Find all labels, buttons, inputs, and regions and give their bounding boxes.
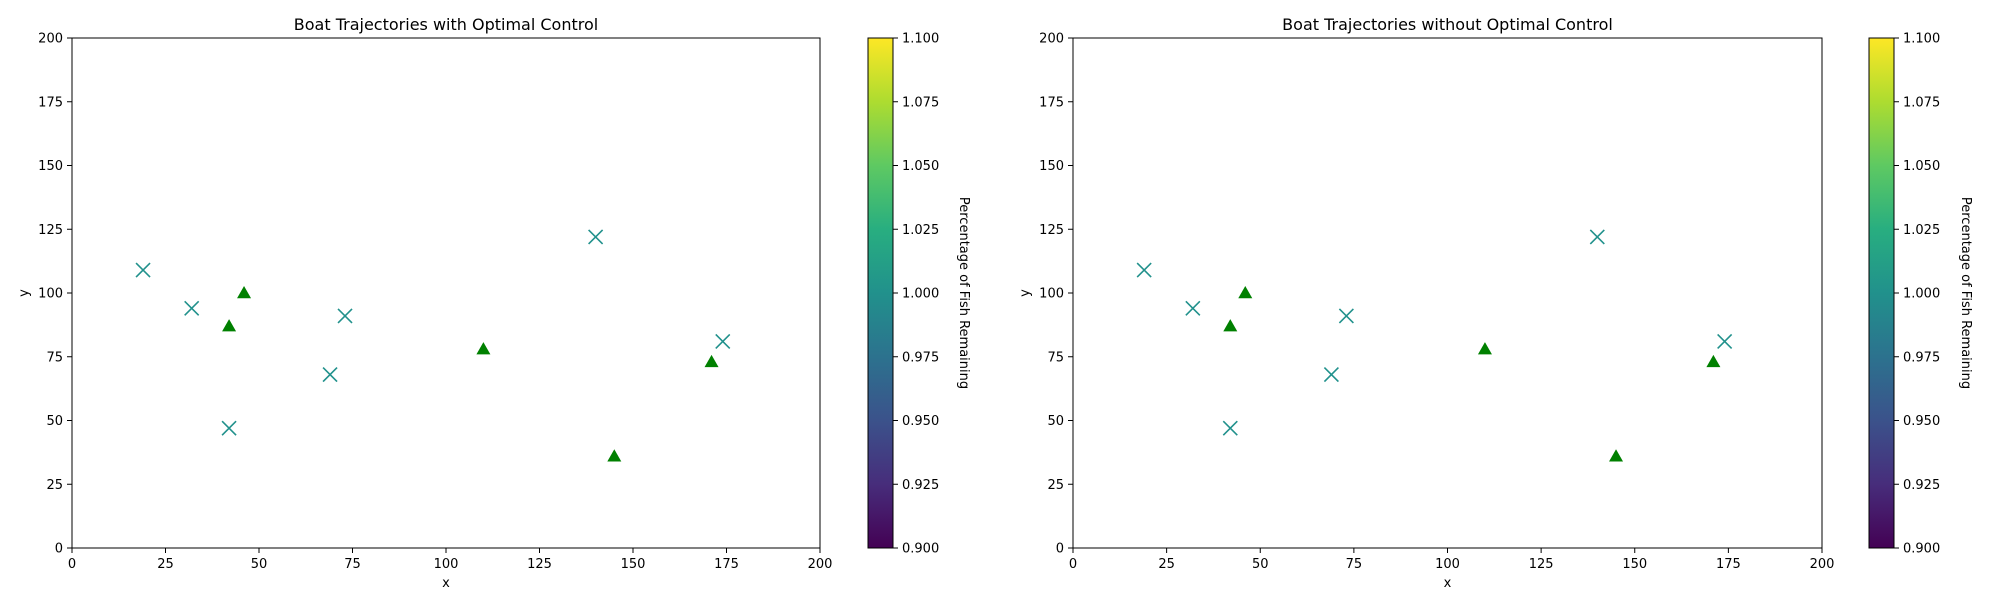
x-tick-label: 100 xyxy=(1435,557,1460,572)
data-point-triangle-marker xyxy=(607,449,622,462)
x-tick-label: 0 xyxy=(1069,557,1077,572)
y-tick-label: 175 xyxy=(38,95,63,110)
y-tick-label: 150 xyxy=(1039,159,1064,174)
chart-panel-2: Boat Trajectories without Optimal Contro… xyxy=(1018,15,1973,591)
x-tick-label: 125 xyxy=(527,557,552,572)
x-tick-label: 175 xyxy=(1716,557,1741,572)
chart-title: Boat Trajectories with Optimal Control xyxy=(294,15,598,34)
data-point-x-marker xyxy=(1323,367,1339,383)
y-axis-label: y xyxy=(1018,289,1033,297)
x-tick-label: 25 xyxy=(1158,557,1175,572)
data-point-x-marker xyxy=(135,262,151,278)
y-tick-label: 200 xyxy=(1039,32,1064,47)
data-point-triangle-marker xyxy=(1706,354,1721,368)
y-axis-label: y xyxy=(17,289,32,297)
x-tick-label: 200 xyxy=(1810,557,1835,572)
colorbar-tick-label: 1.025 xyxy=(1903,223,1940,238)
x-tick-label: 75 xyxy=(344,557,361,572)
colorbar-tick-label: 1.050 xyxy=(1903,159,1940,174)
x-tick-label: 150 xyxy=(621,557,646,572)
data-point-triangle-marker xyxy=(1609,449,1624,462)
data-point-x-marker xyxy=(184,300,200,316)
y-tick-label: 175 xyxy=(1039,95,1064,110)
colorbar-label: Percentage of Fish Remaining xyxy=(956,197,971,389)
y-tick-label: 0 xyxy=(1056,542,1064,557)
y-tick-label: 75 xyxy=(46,350,63,365)
y-tick-label: 25 xyxy=(46,478,63,493)
x-tick-label: 175 xyxy=(714,557,739,572)
data-point-triangle-marker xyxy=(1477,342,1492,355)
x-tick-label: 75 xyxy=(1346,557,1363,572)
data-point-x-marker xyxy=(337,308,353,324)
colorbar-tick-label: 0.975 xyxy=(1903,350,1940,365)
colorbar xyxy=(867,37,894,549)
data-point-triangle-marker xyxy=(1238,286,1253,299)
data-point-triangle-marker xyxy=(237,286,252,299)
data-point-x-marker xyxy=(322,367,338,383)
y-tick-label: 25 xyxy=(1047,478,1064,493)
y-tick-label: 0 xyxy=(55,542,63,557)
colorbar-tick-label: 0.900 xyxy=(902,542,939,557)
y-tick-label: 150 xyxy=(38,159,63,174)
y-tick-label: 100 xyxy=(1039,287,1064,302)
data-point-x-marker xyxy=(1136,262,1152,278)
x-tick-label: 25 xyxy=(157,557,174,572)
y-tick-label: 50 xyxy=(46,414,63,429)
colorbar-tick-label: 0.950 xyxy=(902,414,939,429)
colorbar-tick-label: 1.100 xyxy=(1903,32,1940,47)
y-tick-label: 50 xyxy=(1047,414,1064,429)
colorbar xyxy=(1868,37,1895,549)
colorbar-label: Percentage of Fish Remaining xyxy=(1958,197,1973,389)
colorbar-tick-label: 0.925 xyxy=(1903,478,1940,493)
colorbar-tick-label: 0.925 xyxy=(902,478,939,493)
colorbar-tick-label: 1.000 xyxy=(1903,287,1940,302)
x-tick-label: 100 xyxy=(434,557,459,572)
x-axis-label: x xyxy=(442,576,450,591)
colorbar-tick-label: 1.075 xyxy=(902,95,939,110)
data-point-triangle-marker xyxy=(222,319,237,332)
data-point-x-marker xyxy=(588,229,604,245)
data-point-triangle-marker xyxy=(476,342,491,355)
x-tick-label: 150 xyxy=(1622,557,1647,572)
colorbar-tick-label: 0.950 xyxy=(1903,414,1940,429)
colorbar-tick-label: 1.025 xyxy=(902,223,939,238)
x-tick-label: 50 xyxy=(1252,557,1269,572)
data-point-triangle-marker xyxy=(1223,319,1238,332)
data-point-triangle-marker xyxy=(704,354,719,368)
y-tick-label: 125 xyxy=(1039,223,1064,238)
colorbar-tick-label: 1.100 xyxy=(902,32,939,47)
x-tick-label: 200 xyxy=(808,557,833,572)
colorbar-tick-label: 0.975 xyxy=(902,350,939,365)
colorbar-tick-label: 0.900 xyxy=(1903,542,1940,557)
colorbar-tick-label: 1.075 xyxy=(1903,95,1940,110)
chart-title: Boat Trajectories without Optimal Contro… xyxy=(1282,15,1613,34)
data-point-x-marker xyxy=(1589,229,1605,245)
y-tick-label: 100 xyxy=(38,287,63,302)
plot-area-frame xyxy=(1072,37,1823,549)
data-point-x-marker xyxy=(1185,300,1201,316)
x-tick-label: 0 xyxy=(68,557,76,572)
colorbar-tick-label: 1.000 xyxy=(902,287,939,302)
chart-panel-1: Boat Trajectories with Optimal Control 0 2… xyxy=(17,15,971,591)
plot-area-frame xyxy=(71,37,821,549)
y-tick-label: 75 xyxy=(1047,350,1064,365)
data-point-x-marker xyxy=(1222,420,1238,436)
data-point-x-marker xyxy=(1717,333,1733,350)
y-tick-label: 200 xyxy=(38,32,63,47)
x-tick-label: 125 xyxy=(1529,557,1554,572)
data-point-x-marker xyxy=(715,333,731,350)
colorbar-tick-label: 1.050 xyxy=(902,159,939,174)
y-tick-label: 125 xyxy=(38,223,63,238)
x-axis-label: x xyxy=(1444,576,1452,591)
x-tick-label: 50 xyxy=(251,557,268,572)
data-point-x-marker xyxy=(221,420,237,436)
data-point-x-marker xyxy=(1338,308,1354,324)
